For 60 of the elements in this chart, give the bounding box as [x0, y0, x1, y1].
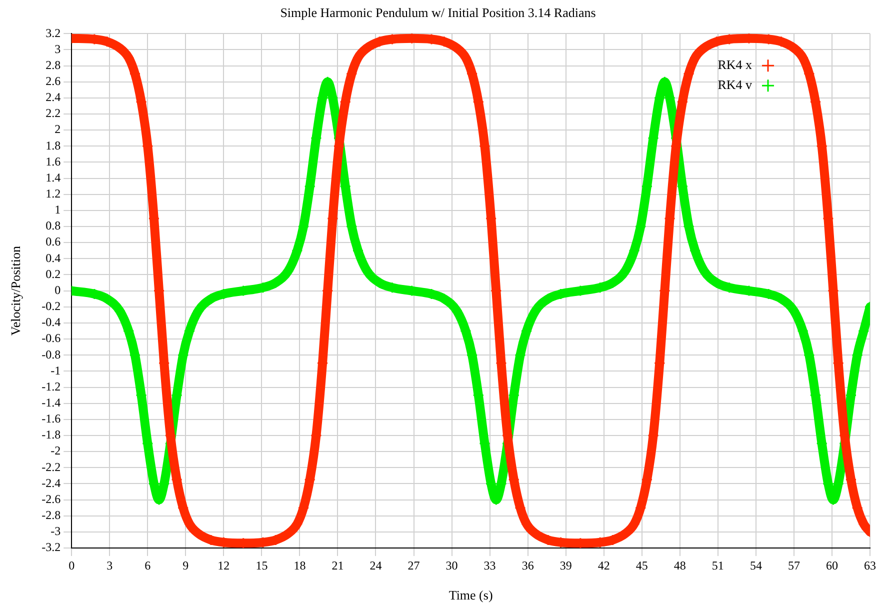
y-tick-label: 3.2 [46, 26, 61, 40]
chart-title: Simple Harmonic Pendulum w/ Initial Position 3.14 Radians [280, 5, 596, 20]
y-tick-label: -2.6 [42, 492, 61, 506]
x-tick-label: 9 [182, 558, 189, 572]
x-axis-title: Time (s) [448, 588, 493, 603]
x-tick-label: 63 [864, 558, 876, 572]
y-tick-label: -2 [50, 444, 61, 458]
y-tick-label: 0.4 [46, 250, 61, 265]
x-tick-label: 6 [144, 558, 151, 572]
x-tick-label: 0 [68, 558, 75, 572]
y-tick-label: -3.2 [42, 540, 61, 554]
y-tick-label: -2.2 [42, 460, 61, 474]
legend-label: RK4 x [718, 57, 752, 72]
x-tick-label: 48 [674, 558, 686, 572]
x-tick-label: 27 [408, 558, 420, 572]
x-tick-label: 57 [788, 558, 800, 572]
y-tick-label: 1.2 [46, 186, 61, 201]
y-tick-label: 3 [54, 42, 61, 56]
x-tick-label: 42 [598, 558, 610, 572]
x-tick-label: 45 [636, 558, 648, 572]
y-tick-label: -0.8 [42, 347, 61, 362]
y-axis-title: Velocity/Position [8, 246, 24, 336]
y-tick-label: -2.8 [42, 508, 61, 522]
x-tick-label: 39 [560, 558, 572, 572]
y-tick-label: 2.8 [46, 58, 61, 72]
y-tick-label: -0.6 [42, 331, 61, 346]
x-tick-label: 51 [712, 558, 724, 572]
x-tick-label: 33 [484, 558, 496, 572]
y-tick-label: -0.4 [42, 315, 61, 330]
y-tick-label: -1 [50, 363, 61, 378]
x-tick-label: 18 [294, 558, 306, 572]
y-tick-label: 2 [54, 122, 61, 136]
y-tick-label: 1.6 [46, 154, 61, 168]
x-tick-label: 3 [106, 558, 113, 572]
x-tick-label: 12 [218, 558, 230, 572]
y-tick-label: -3 [50, 524, 61, 538]
y-tick-label: -1.8 [42, 428, 61, 442]
legend-label: RK4 v [718, 77, 752, 92]
y-tick-label: 0.6 [46, 234, 61, 249]
y-tick-label: 2.6 [46, 74, 61, 88]
y-tick-label: 0.2 [46, 266, 61, 281]
y-tick-label: -1.2 [42, 379, 61, 394]
y-tick-label: 1.8 [46, 138, 61, 152]
y-tick-label: 0 [54, 282, 61, 297]
y-tick-label: 0.8 [46, 218, 61, 233]
y-tick-label: -2.4 [42, 476, 61, 490]
x-tick-label: 54 [750, 558, 762, 572]
y-tick-label: 2.4 [46, 90, 61, 104]
y-tick-label: -1.6 [42, 412, 61, 426]
x-tick-label: 36 [522, 558, 534, 572]
y-tick-label: -0.2 [42, 299, 61, 314]
x-tick-label: 60 [826, 558, 838, 572]
x-tick-label: 15 [256, 558, 268, 572]
y-tick-label: 1.4 [46, 170, 61, 184]
y-tick-label: -1.4 [42, 395, 61, 410]
y-tick-label: 2.2 [46, 106, 61, 120]
y-tick-label: 1 [54, 202, 61, 217]
x-tick-label: 24 [370, 558, 382, 572]
x-tick-label: 21 [332, 558, 344, 572]
x-tick-label: 30 [446, 558, 458, 572]
